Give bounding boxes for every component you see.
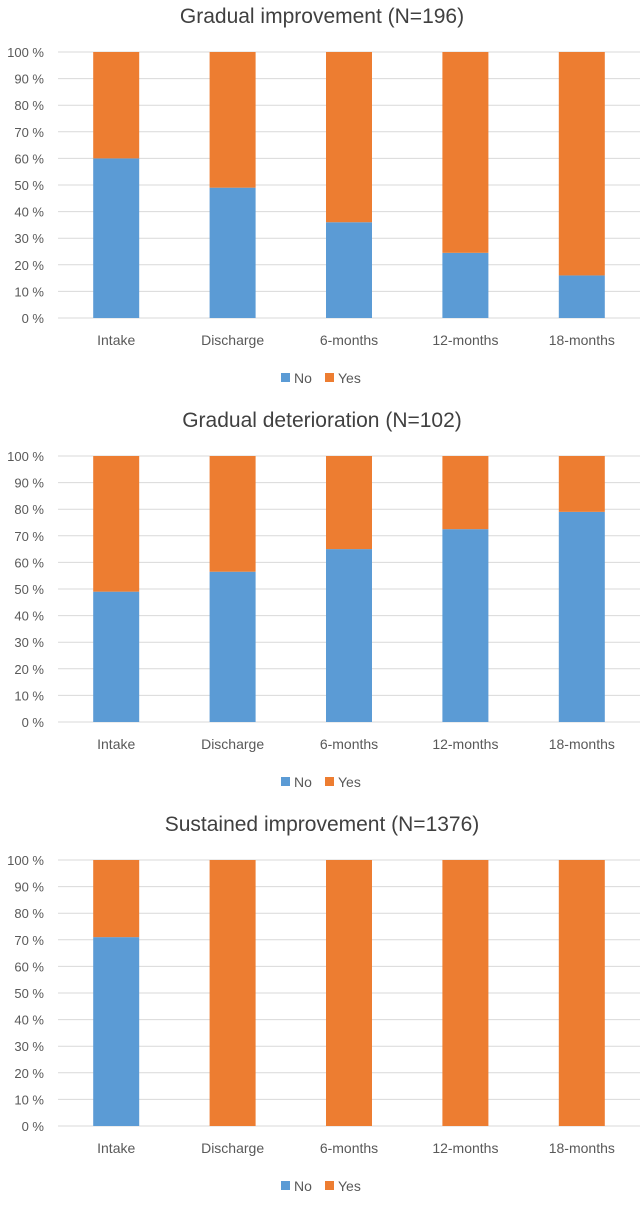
y-tick-label: 40 %	[14, 205, 44, 220]
x-category-label: 18-months	[549, 332, 615, 348]
bar-yes-discharge	[209, 456, 256, 572]
y-tick-label: 80 %	[14, 502, 44, 517]
bar-yes-intake	[93, 860, 140, 938]
y-tick-label: 60 %	[14, 555, 44, 570]
legend: No Yes	[281, 1178, 361, 1194]
bar-yes-18-months	[558, 456, 605, 512]
bar-yes-12-months	[442, 52, 489, 253]
bar-no-18-months	[558, 511, 605, 722]
chart-title: Sustained improvement (N=1376)	[165, 813, 480, 836]
chart-title: Gradual improvement (N=196)	[180, 5, 464, 28]
bar-yes-12-months	[442, 456, 489, 530]
x-category-label: 12-months	[432, 1140, 498, 1156]
x-category-label: Intake	[97, 736, 135, 752]
y-tick-label: 80 %	[14, 98, 44, 113]
x-category-label: Intake	[97, 1140, 135, 1156]
bar-no-intake	[93, 158, 140, 318]
y-tick-label: 100 %	[7, 449, 44, 464]
legend-label-no: No	[294, 774, 312, 790]
x-category-label: Discharge	[201, 1140, 264, 1156]
legend-label-yes: Yes	[338, 1178, 361, 1194]
chart-title: Gradual deterioration (N=102)	[182, 409, 462, 432]
bar-yes-6-months	[326, 52, 372, 223]
legend-swatch-yes	[325, 777, 334, 786]
y-tick-label: 30 %	[14, 1039, 44, 1054]
bar-yes-12-months	[442, 860, 489, 1126]
y-tick-label: 50 %	[14, 582, 44, 597]
y-tick-label: 60 %	[14, 151, 44, 166]
y-tick-label: 90 %	[14, 880, 44, 895]
y-tick-label: 50 %	[14, 986, 44, 1001]
legend-label-yes: Yes	[338, 370, 361, 386]
y-tick-label: 20 %	[14, 1066, 44, 1081]
y-tick-label: 30 %	[14, 635, 44, 650]
bar-yes-6-months	[326, 860, 372, 1126]
y-tick-label: 20 %	[14, 662, 44, 677]
y-tick-label: 0 %	[22, 1119, 45, 1134]
bar-no-intake	[93, 937, 140, 1126]
y-tick-label: 90 %	[14, 476, 44, 491]
y-tick-label: 70 %	[14, 933, 44, 948]
y-tick-label: 40 %	[14, 609, 44, 624]
bar-no-6-months	[326, 549, 372, 722]
y-tick-label: 10 %	[14, 688, 44, 703]
y-tick-label: 100 %	[7, 853, 44, 868]
bar-no-intake	[93, 591, 140, 722]
legend-swatch-no	[281, 373, 290, 382]
stacked-bar-chart: Sustained improvement (N=1376) 0 % 10 % 20 …	[7, 813, 640, 1194]
bar-yes-intake	[93, 52, 140, 159]
x-category-label: 18-months	[549, 736, 615, 752]
bar-no-12-months	[442, 252, 489, 318]
x-category-label: Discharge	[201, 332, 264, 348]
stacked-bar-chart: Gradual improvement (N=196) 0 % 10 % 20 % 30…	[7, 5, 640, 386]
x-category-label: 18-months	[549, 1140, 615, 1156]
y-tick-label: 60 %	[14, 959, 44, 974]
legend: No Yes	[281, 774, 361, 790]
y-tick-label: 10 %	[14, 1092, 44, 1107]
bar-no-discharge	[209, 187, 256, 318]
x-category-label: 6-months	[320, 332, 378, 348]
legend-label-yes: Yes	[338, 774, 361, 790]
legend-swatch-no	[281, 1181, 290, 1190]
y-tick-label: 20 %	[14, 258, 44, 273]
bar-yes-6-months	[326, 456, 372, 550]
bar-yes-discharge	[209, 860, 256, 1126]
bar-yes-18-months	[558, 860, 605, 1126]
y-tick-label: 70 %	[14, 125, 44, 140]
legend-label-no: No	[294, 370, 312, 386]
bar-no-6-months	[326, 222, 372, 318]
y-tick-label: 0 %	[22, 311, 45, 326]
x-category-label: 12-months	[432, 736, 498, 752]
y-tick-label: 40 %	[14, 1013, 44, 1028]
y-tick-label: 100 %	[7, 45, 44, 60]
bar-no-12-months	[442, 529, 489, 722]
bar-no-discharge	[209, 571, 256, 722]
y-tick-label: 80 %	[14, 906, 44, 921]
bar-yes-discharge	[209, 52, 256, 188]
x-category-label: Discharge	[201, 736, 264, 752]
y-tick-label: 30 %	[14, 231, 44, 246]
y-tick-label: 10 %	[14, 284, 44, 299]
legend-label-no: No	[294, 1178, 312, 1194]
bar-yes-18-months	[558, 52, 605, 276]
y-tick-label: 70 %	[14, 529, 44, 544]
stacked-bar-chart: Gradual deterioration (N=102) 0 % 10 % 20 %…	[7, 409, 640, 790]
x-category-label: 12-months	[432, 332, 498, 348]
legend-swatch-no	[281, 777, 290, 786]
bar-no-18-months	[558, 275, 605, 318]
bar-yes-intake	[93, 456, 140, 592]
x-category-label: 6-months	[320, 1140, 378, 1156]
x-category-label: 6-months	[320, 736, 378, 752]
legend-swatch-yes	[325, 1181, 334, 1190]
legend: No Yes	[281, 370, 361, 386]
y-tick-label: 90 %	[14, 72, 44, 87]
y-tick-label: 50 %	[14, 178, 44, 193]
x-category-label: Intake	[97, 332, 135, 348]
legend-swatch-yes	[325, 373, 334, 382]
y-tick-label: 0 %	[22, 715, 45, 730]
